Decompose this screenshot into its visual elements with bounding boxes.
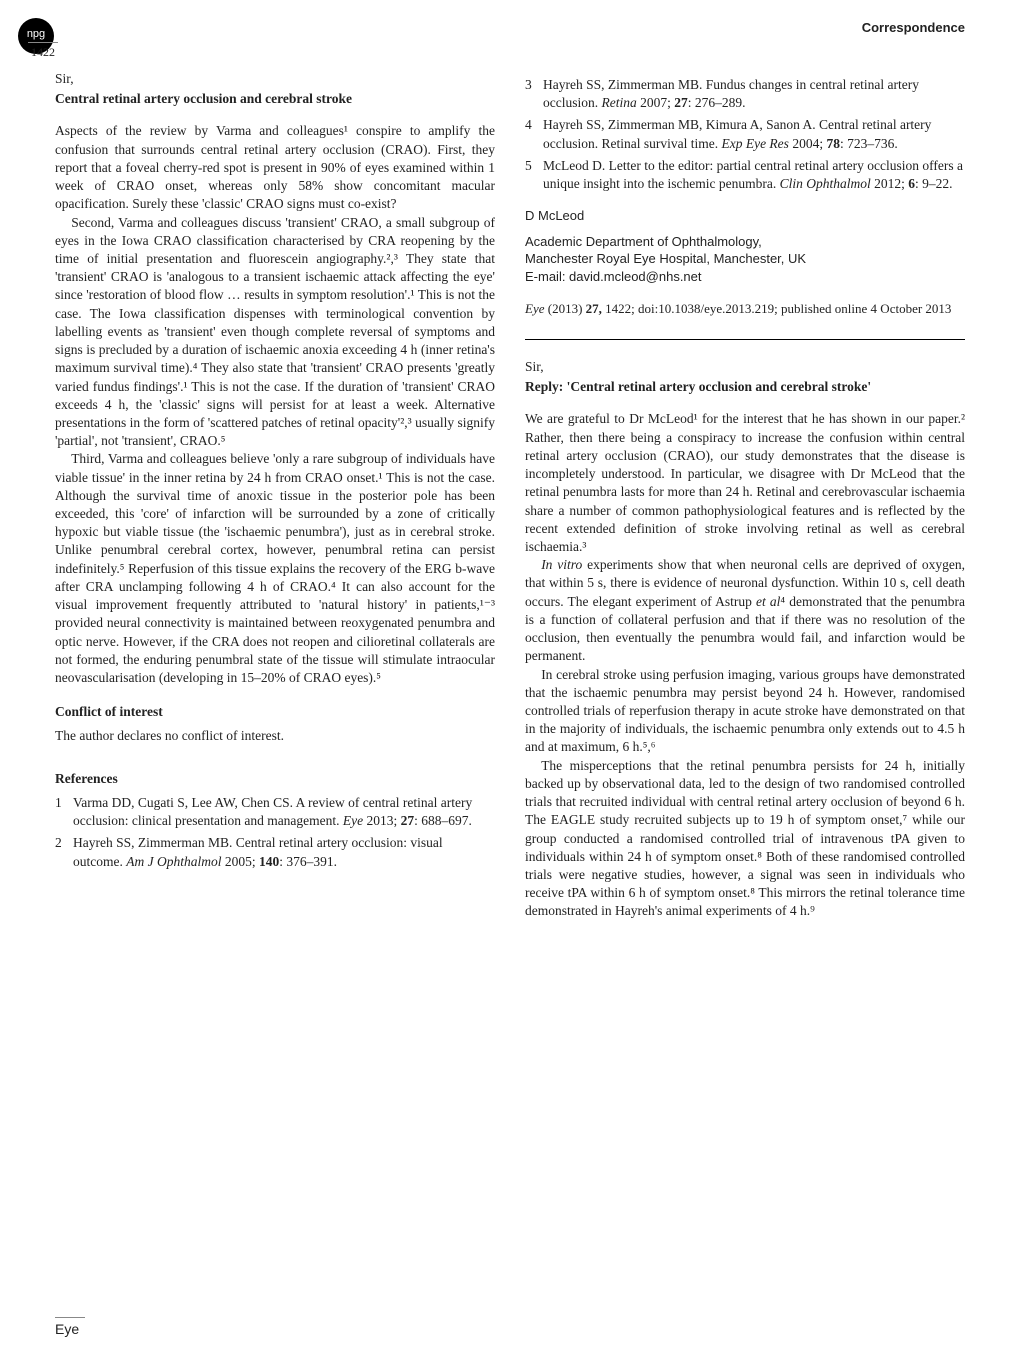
- reference-text: Hayreh SS, Zimmerman MB. Central retinal…: [73, 834, 495, 870]
- reference-item: 5 McLeod D. Letter to the editor: partia…: [525, 157, 965, 193]
- author-name: D McLeod: [525, 207, 965, 225]
- reference-number: 3: [525, 76, 543, 112]
- reference-number: 5: [525, 157, 543, 193]
- letter2-para2: In vitro experiments show that when neur…: [525, 556, 965, 665]
- reference-number: 2: [55, 834, 73, 870]
- letter1-para3: Third, Varma and colleagues believe 'onl…: [55, 450, 495, 687]
- letter2-para4: The misperceptions that the retinal penu…: [525, 757, 965, 921]
- letter-divider: [525, 339, 965, 340]
- author-email: E-mail: david.mcleod@nhs.net: [525, 269, 702, 284]
- letter2-para3: In cerebral stroke using perfusion imagi…: [525, 666, 965, 757]
- reference-text: Varma DD, Cugati S, Lee AW, Chen CS. A r…: [73, 794, 495, 830]
- reference-number: 1: [55, 794, 73, 830]
- right-column: 3 Hayreh SS, Zimmerman MB. Fundus change…: [525, 70, 965, 921]
- reference-item: 3 Hayreh SS, Zimmerman MB. Fundus change…: [525, 76, 965, 112]
- left-column: Sir, Central retinal artery occlusion an…: [55, 70, 495, 921]
- footer-journal: Eye: [55, 1317, 85, 1337]
- reference-item: 4 Hayreh SS, Zimmerman MB, Kimura A, San…: [525, 116, 965, 152]
- affil-line-1: Academic Department of Ophthalmology,: [525, 234, 762, 249]
- letter2-title: Reply: 'Central retinal artery occlusion…: [525, 378, 965, 396]
- reference-number: 4: [525, 116, 543, 152]
- letter1-salutation: Sir,: [55, 70, 495, 88]
- letter1-para1: Aspects of the review by Varma and colle…: [55, 122, 495, 213]
- letter2-salutation: Sir,: [525, 358, 965, 376]
- column-container: Sir, Central retinal artery occlusion an…: [55, 70, 965, 921]
- references-list-right: 3 Hayreh SS, Zimmerman MB. Fundus change…: [525, 76, 965, 193]
- coi-text: The author declares no conflict of inter…: [55, 727, 495, 745]
- page-number: 1422: [28, 42, 58, 60]
- running-head: Correspondence: [862, 20, 965, 35]
- references-heading: References: [55, 770, 495, 788]
- reference-item: 2 Hayreh SS, Zimmerman MB. Central retin…: [55, 834, 495, 870]
- author-affiliation: Academic Department of Ophthalmology, Ma…: [525, 233, 965, 286]
- reference-text: Hayreh SS, Zimmerman MB. Fundus changes …: [543, 76, 965, 112]
- letter1-para2: Second, Varma and colleagues discuss 'tr…: [55, 214, 495, 451]
- references-list-left: 1 Varma DD, Cugati S, Lee AW, Chen CS. A…: [55, 794, 495, 871]
- affil-line-2: Manchester Royal Eye Hospital, Mancheste…: [525, 251, 806, 266]
- letter2-para1: We are grateful to Dr McLeod¹ for the in…: [525, 410, 965, 556]
- reference-item: 1 Varma DD, Cugati S, Lee AW, Chen CS. A…: [55, 794, 495, 830]
- author-block: D McLeod Academic Department of Ophthalm…: [525, 207, 965, 285]
- page: npg 1422 Correspondence Sir, Central ret…: [0, 0, 1020, 1359]
- reference-text: Hayreh SS, Zimmerman MB, Kimura A, Sanon…: [543, 116, 965, 152]
- letter1-citation: Eye (2013) 27, 1422; doi:10.1038/eye.201…: [525, 300, 965, 318]
- coi-heading: Conflict of interest: [55, 703, 495, 721]
- letter1-title: Central retinal artery occlusion and cer…: [55, 90, 495, 108]
- reference-text: McLeod D. Letter to the editor: partial …: [543, 157, 965, 193]
